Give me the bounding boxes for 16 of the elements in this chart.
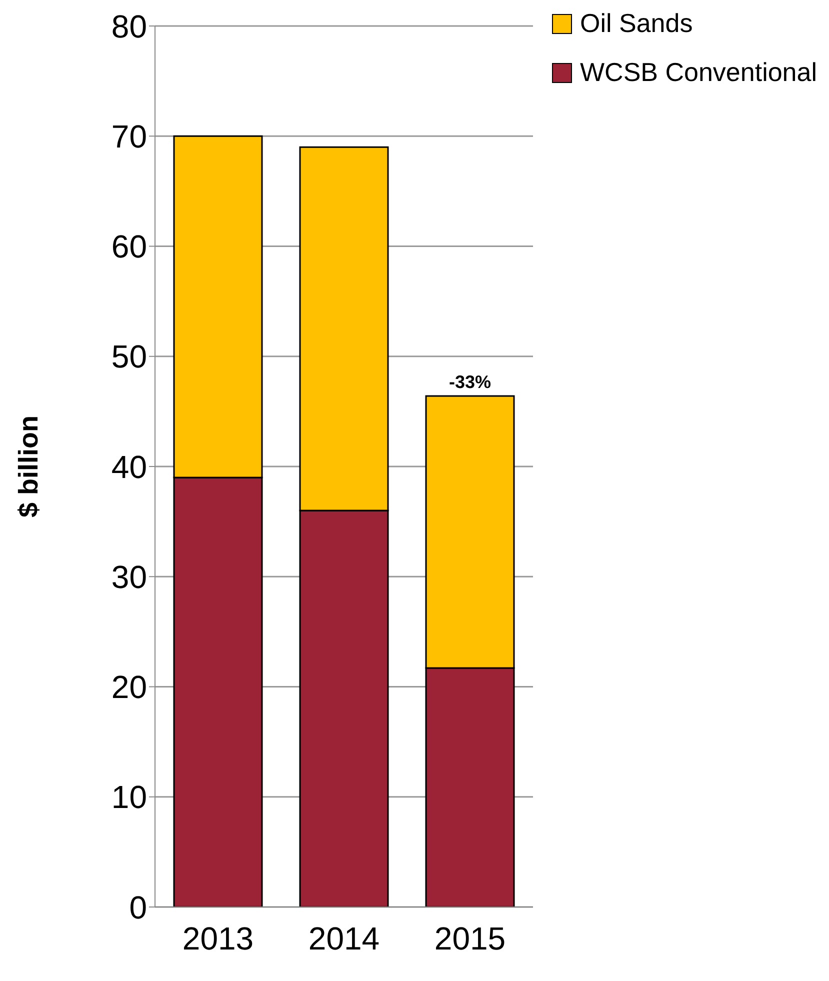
annotation: -33%: [448, 372, 492, 392]
y-tick-label: 60: [111, 228, 147, 265]
y-tick-label: 20: [111, 669, 147, 706]
y-tick-label: 70: [111, 118, 147, 154]
y-tick-label: 10: [111, 779, 147, 816]
y-tick-label: 80: [111, 8, 147, 44]
y-tick-label: 50: [111, 338, 147, 375]
y-tick-label: 0: [129, 889, 147, 926]
x-tick-label: 2013: [182, 920, 254, 957]
y-tick-label: 40: [111, 448, 147, 485]
legend-label: WCSB Conventional: [580, 57, 817, 88]
y-axis-title: $ billion: [14, 415, 44, 518]
legend-label: Oil Sands: [580, 8, 693, 39]
x-tick-label: 2015: [434, 920, 506, 957]
x-tick-label: 2014: [308, 920, 380, 957]
y-tick-label: 30: [111, 558, 147, 595]
